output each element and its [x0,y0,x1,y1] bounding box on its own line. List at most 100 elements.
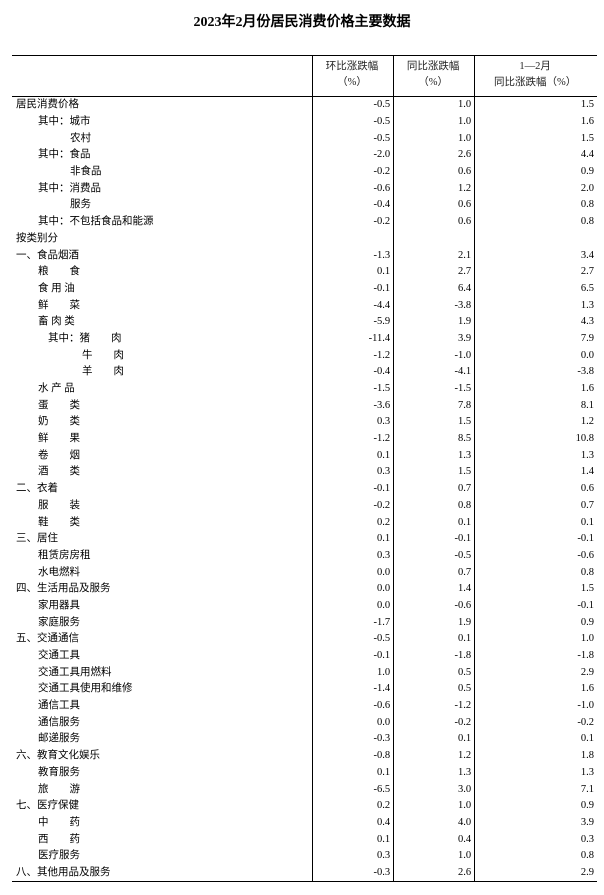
mom-value: 0.0 [311,564,394,581]
mom-value: -0.1 [311,280,394,298]
ytd-value: 0.1 [474,514,597,531]
ytd-value: -1.0 [474,697,597,715]
table-row: 卷 烟 0.1 1.3 1.3 [12,447,597,465]
row-label: 按类别分 [16,232,58,244]
mom-value: -0.3 [311,864,394,882]
yoy-value: 1.5 [393,464,475,481]
mom-value: 0.3 [311,547,394,565]
mom-value: -0.4 [311,364,394,381]
mom-value: 0.1 [311,831,394,848]
table-row: 居民消费价格 -0.5 1.0 1.5 [12,96,597,114]
table-row: 通信工具 -0.6 -1.2 -1.0 [12,697,597,715]
row-label: 服务 [70,199,91,211]
mom-value: 0.0 [311,597,394,615]
row-label: 中 药 [38,816,80,828]
yoy-value: 0.8 [393,497,475,515]
table-row: 牛 肉 -1.2 -1.0 0.0 [12,347,597,364]
table-row: 租赁房房租 0.3 -0.5 -0.6 [12,547,597,565]
yoy-value: 2.6 [393,147,475,164]
row-label: 旅 游 [38,783,80,795]
yoy-value: 0.6 [393,213,475,231]
mom-value: -0.5 [311,130,394,148]
row-label: 畜 肉 类 [38,316,75,328]
row-label: 六、教育文化娱乐 [16,750,100,762]
row-label: 租赁房房租 [38,549,91,561]
table-row: 粮 食 0.1 2.7 2.7 [12,263,597,281]
row-label: 卷 烟 [38,449,80,461]
row-label: 四、生活用品及服务 [16,583,111,595]
ytd-value: 1.3 [474,447,597,465]
yoy-value: 0.1 [393,731,475,748]
ytd-value: -3.8 [474,364,597,381]
table-row: 三、居住 0.1 -0.1 -0.1 [12,530,597,548]
table-row: 邮递服务 -0.3 0.1 0.1 [12,731,597,748]
row-label: 奶 类 [38,416,80,428]
mom-value [311,230,394,248]
table-row: 服务 -0.4 0.6 0.8 [12,197,597,214]
row-label: 交通工具用燃料 [38,666,112,678]
header-mom: 环比涨跌幅 （%） [311,55,394,97]
row-label: 其中：消费品 [38,182,101,194]
row-label: 通信服务 [38,716,80,728]
table-row: 水 产 品 -1.5 -1.5 1.6 [12,380,597,398]
ytd-value: -1.8 [474,647,597,665]
table-row: 二、衣着 -0.1 0.7 0.6 [12,480,597,498]
row-label: 西 药 [38,833,80,845]
table-row: 羊 肉 -0.4 -4.1 -3.8 [12,364,597,381]
row-label: 鲜 果 [38,433,80,445]
ytd-value: 3.9 [474,814,597,832]
table-row: 交通工具用燃料 1.0 0.5 2.9 [12,664,597,682]
yoy-value: 0.1 [393,514,475,531]
yoy-value: 1.0 [393,847,475,865]
mom-value: -2.0 [311,147,394,164]
mom-value: -0.2 [311,497,394,515]
row-label: 居民消费价格 [16,99,79,111]
yoy-value: 1.0 [393,113,475,131]
ytd-value: 10.8 [474,430,597,448]
ytd-value: 0.9 [474,163,597,181]
table-row: 奶 类 0.3 1.5 1.2 [12,414,597,431]
yoy-value: 0.5 [393,664,475,682]
mom-value: 0.0 [311,580,394,598]
mom-value: 0.3 [311,414,394,431]
table-row: 交通工具 -0.1 -1.8 -1.8 [12,647,597,665]
yoy-value: 1.0 [393,797,475,815]
table-row: 服 装 -0.2 0.8 0.7 [12,497,597,515]
ytd-value: 1.2 [474,414,597,431]
table-row: 水电燃料 0.0 0.7 0.8 [12,564,597,581]
row-label: 一、食品烟酒 [16,249,79,261]
table-row: 一、食品烟酒 -1.3 2.1 3.4 [12,247,597,264]
row-label: 二、衣着 [16,483,58,495]
ytd-value: 0.3 [474,831,597,848]
table-row: 鞋 类 0.2 0.1 0.1 [12,514,597,531]
cpi-table: 环比涨跌幅 （%） 同比涨跌幅 （%） 1—2月 同比涨跌幅（%） 居民消费价格… [12,55,597,882]
mom-value: -1.5 [311,380,394,398]
ytd-value: 1.5 [474,96,597,114]
row-label: 医疗服务 [38,850,80,862]
yoy-value: 0.7 [393,564,475,581]
yoy-value: -1.0 [393,347,475,364]
mom-value: -0.6 [311,180,394,198]
table-header: 环比涨跌幅 （%） 同比涨跌幅 （%） 1—2月 同比涨跌幅（%） [12,55,597,97]
mom-value: -0.5 [311,113,394,131]
ytd-value: 0.9 [474,797,597,815]
mom-value: -1.3 [311,247,394,264]
ytd-value: 0.8 [474,213,597,231]
yoy-value: 0.6 [393,197,475,214]
table-row: 其中：食品 -2.0 2.6 4.4 [12,147,597,164]
mom-value: -1.2 [311,430,394,448]
row-label: 其中：食品 [38,149,91,161]
table-row: 其中：消费品 -0.6 1.2 2.0 [12,180,597,198]
row-label: 鲜 菜 [38,299,80,311]
table-row: 交通工具使用和维修 -1.4 0.5 1.6 [12,681,597,698]
ytd-value: 1.0 [474,631,597,648]
ytd-value: 0.1 [474,731,597,748]
row-label: 交通工具 [38,650,80,662]
ytd-value: 1.6 [474,380,597,398]
row-label: 服 装 [38,499,80,511]
yoy-value: 1.2 [393,747,475,765]
yoy-value: 2.1 [393,247,475,264]
row-label: 三、居住 [16,533,58,545]
mom-value: -0.4 [311,197,394,214]
row-label: 五、交通通信 [16,633,79,645]
